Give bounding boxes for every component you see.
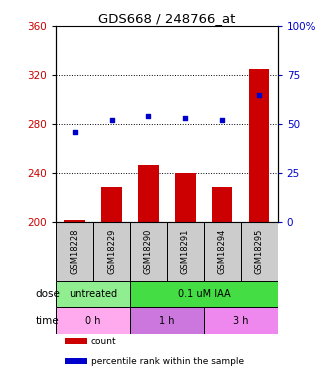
Bar (241, 222, 278, 281)
Bar (65, 338, 87, 344)
Text: dose: dose (36, 289, 61, 299)
Text: GSM18228: GSM18228 (70, 228, 79, 274)
Bar (204, 308, 278, 334)
Bar (56, 308, 130, 334)
Point (72, 129, 77, 135)
Bar (212, 188, 232, 222)
Point (220, 117, 225, 123)
Bar (204, 222, 241, 281)
Bar (249, 69, 269, 222)
Bar (130, 281, 278, 308)
Bar (65, 358, 87, 364)
Text: percentile rank within the sample: percentile rank within the sample (91, 357, 244, 366)
Text: GSM18294: GSM18294 (218, 229, 227, 274)
Bar (65, 220, 85, 222)
Text: time: time (36, 316, 59, 326)
Bar (175, 173, 195, 222)
Text: GSM18295: GSM18295 (255, 229, 264, 274)
Bar (167, 222, 204, 281)
Bar (56, 281, 130, 308)
Point (146, 113, 151, 119)
Text: count: count (91, 337, 117, 346)
Text: GSM18291: GSM18291 (181, 229, 190, 274)
Text: 0 h: 0 h (85, 316, 101, 326)
Point (183, 115, 188, 121)
Bar (56, 222, 93, 281)
Text: GSM18229: GSM18229 (107, 229, 116, 274)
Text: 1 h: 1 h (159, 316, 175, 326)
Bar (130, 308, 204, 334)
Bar (130, 222, 167, 281)
Text: 0.1 uM IAA: 0.1 uM IAA (178, 289, 230, 299)
Text: GSM18290: GSM18290 (144, 229, 153, 274)
Text: untreated: untreated (69, 289, 117, 299)
Point (256, 92, 262, 98)
Bar (138, 165, 159, 222)
Point (109, 117, 114, 123)
Text: 3 h: 3 h (233, 316, 248, 326)
Title: GDS668 / 248766_at: GDS668 / 248766_at (98, 12, 236, 25)
Bar (101, 188, 122, 222)
Bar (93, 222, 130, 281)
